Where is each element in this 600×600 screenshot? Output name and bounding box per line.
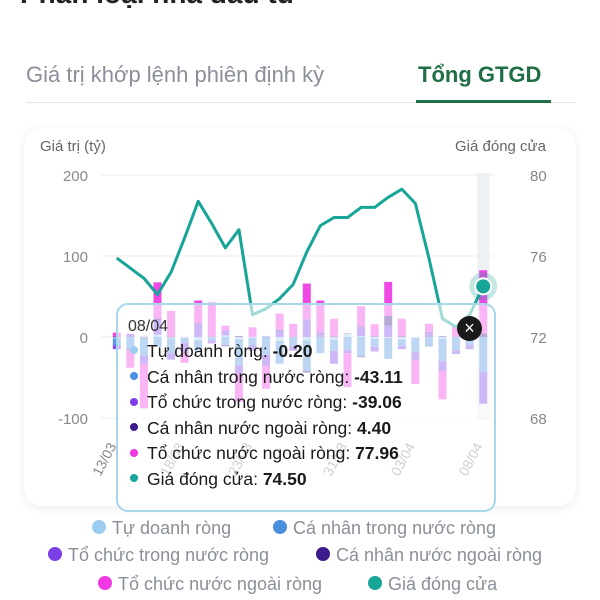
tooltip-row: Tổ chức nước ngoài ròng: 77.96 — [130, 443, 399, 464]
legend-item[interactable]: Giá đóng cửa — [368, 574, 497, 595]
chart-tooltip: 08/04 × Tự doanh ròng: -0.20 Cá nhân tron… — [116, 303, 496, 512]
tooltip-row-label: Giá đóng cửa: — [147, 469, 263, 489]
legend-label: Tự doanh ròng — [112, 518, 232, 538]
tooltip-row: Giá đóng cửa: 74.50 — [130, 469, 307, 490]
tooltip-row-label: Tổ chức trong nước ròng: — [147, 392, 353, 413]
legend-label: Cá nhân trong nước ròng — [293, 518, 496, 538]
legend-item[interactable]: Cá nhân nước ngoài ròng — [316, 545, 542, 566]
right-axis-title: Giá đóng cửa — [455, 138, 546, 155]
tooltip-row-value: 77.96 — [355, 443, 399, 464]
legend-item[interactable]: Tổ chức nước ngoài ròng — [98, 574, 322, 595]
tab-bar: Giá trị khớp lệnh phiên định kỳ Tổng GTG… — [0, 48, 600, 104]
page-title: Phân loại nhà đầu tư — [20, 0, 297, 10]
hover-marker — [474, 277, 493, 296]
legend-item[interactable]: Tổ chức trong nước ròng — [48, 545, 269, 566]
legend-item[interactable]: Tự doanh ròng — [92, 518, 231, 539]
tooltip-series-dot — [130, 371, 138, 380]
active-tab-indicator — [416, 100, 551, 103]
tab-total-trading-value[interactable]: Tổng GTGD — [418, 62, 542, 87]
tooltip-row-value: -39.06 — [352, 392, 402, 413]
legend-label: Tổ chức nước ngoài ròng — [118, 574, 323, 594]
tooltip-series-dot — [130, 397, 138, 406]
legend-swatch — [273, 520, 287, 535]
y-tick-label: 100 — [63, 249, 88, 266]
legend-swatch — [92, 520, 106, 535]
left-axis-title: Giá trị (tỷ) — [40, 138, 106, 155]
y2-tick-label: 68 — [530, 411, 547, 428]
legend-label: Giá đóng cửa — [388, 574, 498, 594]
y2-tick-label: 80 — [530, 168, 547, 185]
tooltip-row-label: Tổ chức nước ngoài ròng: — [147, 443, 356, 464]
y-tick-label: 0 — [80, 330, 88, 347]
tooltip-series-dot — [130, 448, 138, 457]
legend-item[interactable]: Cá nhân trong nước ròng — [273, 518, 496, 539]
bar-to_chuc_nuoc_ngoai — [384, 281, 393, 316]
legend-label: Tổ chức trong nước ròng — [68, 545, 269, 565]
tooltip-row: Tự doanh ròng: -0.20 — [130, 341, 312, 362]
chart-legend: Tự doanh ròng Cá nhân trong nước ròng Tổ c… — [0, 514, 600, 600]
legend-swatch — [98, 576, 112, 591]
tooltip-row: Cá nhân nước ngoài ròng: 4.40 — [130, 418, 391, 439]
tooltip-series-dot — [130, 474, 138, 483]
y-tick-label: -100 — [58, 411, 88, 428]
legend-swatch — [48, 547, 62, 562]
y2-tick-label: 72 — [530, 330, 547, 347]
legend-swatch — [316, 547, 330, 562]
tooltip-row: Tổ chức trong nước ròng: -39.06 — [130, 392, 402, 413]
tooltip-row-value: -0.20 — [272, 341, 313, 361]
tooltip-row-label: Tự doanh ròng: — [147, 341, 273, 361]
legend-label: Cá nhân nước ngoài ròng — [336, 545, 542, 565]
y-tick-label: 200 — [63, 168, 88, 185]
bar-to_chuc_nuoc_ngoai — [153, 282, 162, 319]
tooltip-row-label: Cá nhân nước ngoài ròng: — [147, 417, 357, 438]
tooltip-date: 08/04 — [128, 318, 169, 335]
close-icon[interactable]: × — [457, 316, 482, 341]
y2-tick-label: 76 — [530, 249, 547, 266]
tooltip-row-value: -43.11 — [354, 366, 403, 387]
tab-periodic-matched-value[interactable]: Giá trị khớp lệnh phiên định kỳ — [26, 62, 325, 87]
close-price-line — [115, 187, 485, 329]
tooltip-row-label: Cá nhân trong nước ròng: — [147, 366, 355, 387]
bar-to_chuc_nuoc_ngoai — [302, 283, 311, 320]
tooltip-series-dot — [130, 346, 138, 355]
tooltip-series-dot — [130, 423, 138, 432]
bar-to_chuc_nuoc_ngoai — [479, 270, 488, 334]
tab-divider — [26, 102, 576, 103]
tooltip-row: Cá nhân trong nước ròng: -43.11 — [130, 367, 403, 388]
tooltip-row-value: 4.40 — [357, 417, 392, 438]
legend-swatch — [368, 576, 382, 591]
x-tick-label: 13/03 — [89, 440, 120, 479]
tooltip-row-value: 74.50 — [262, 469, 307, 489]
